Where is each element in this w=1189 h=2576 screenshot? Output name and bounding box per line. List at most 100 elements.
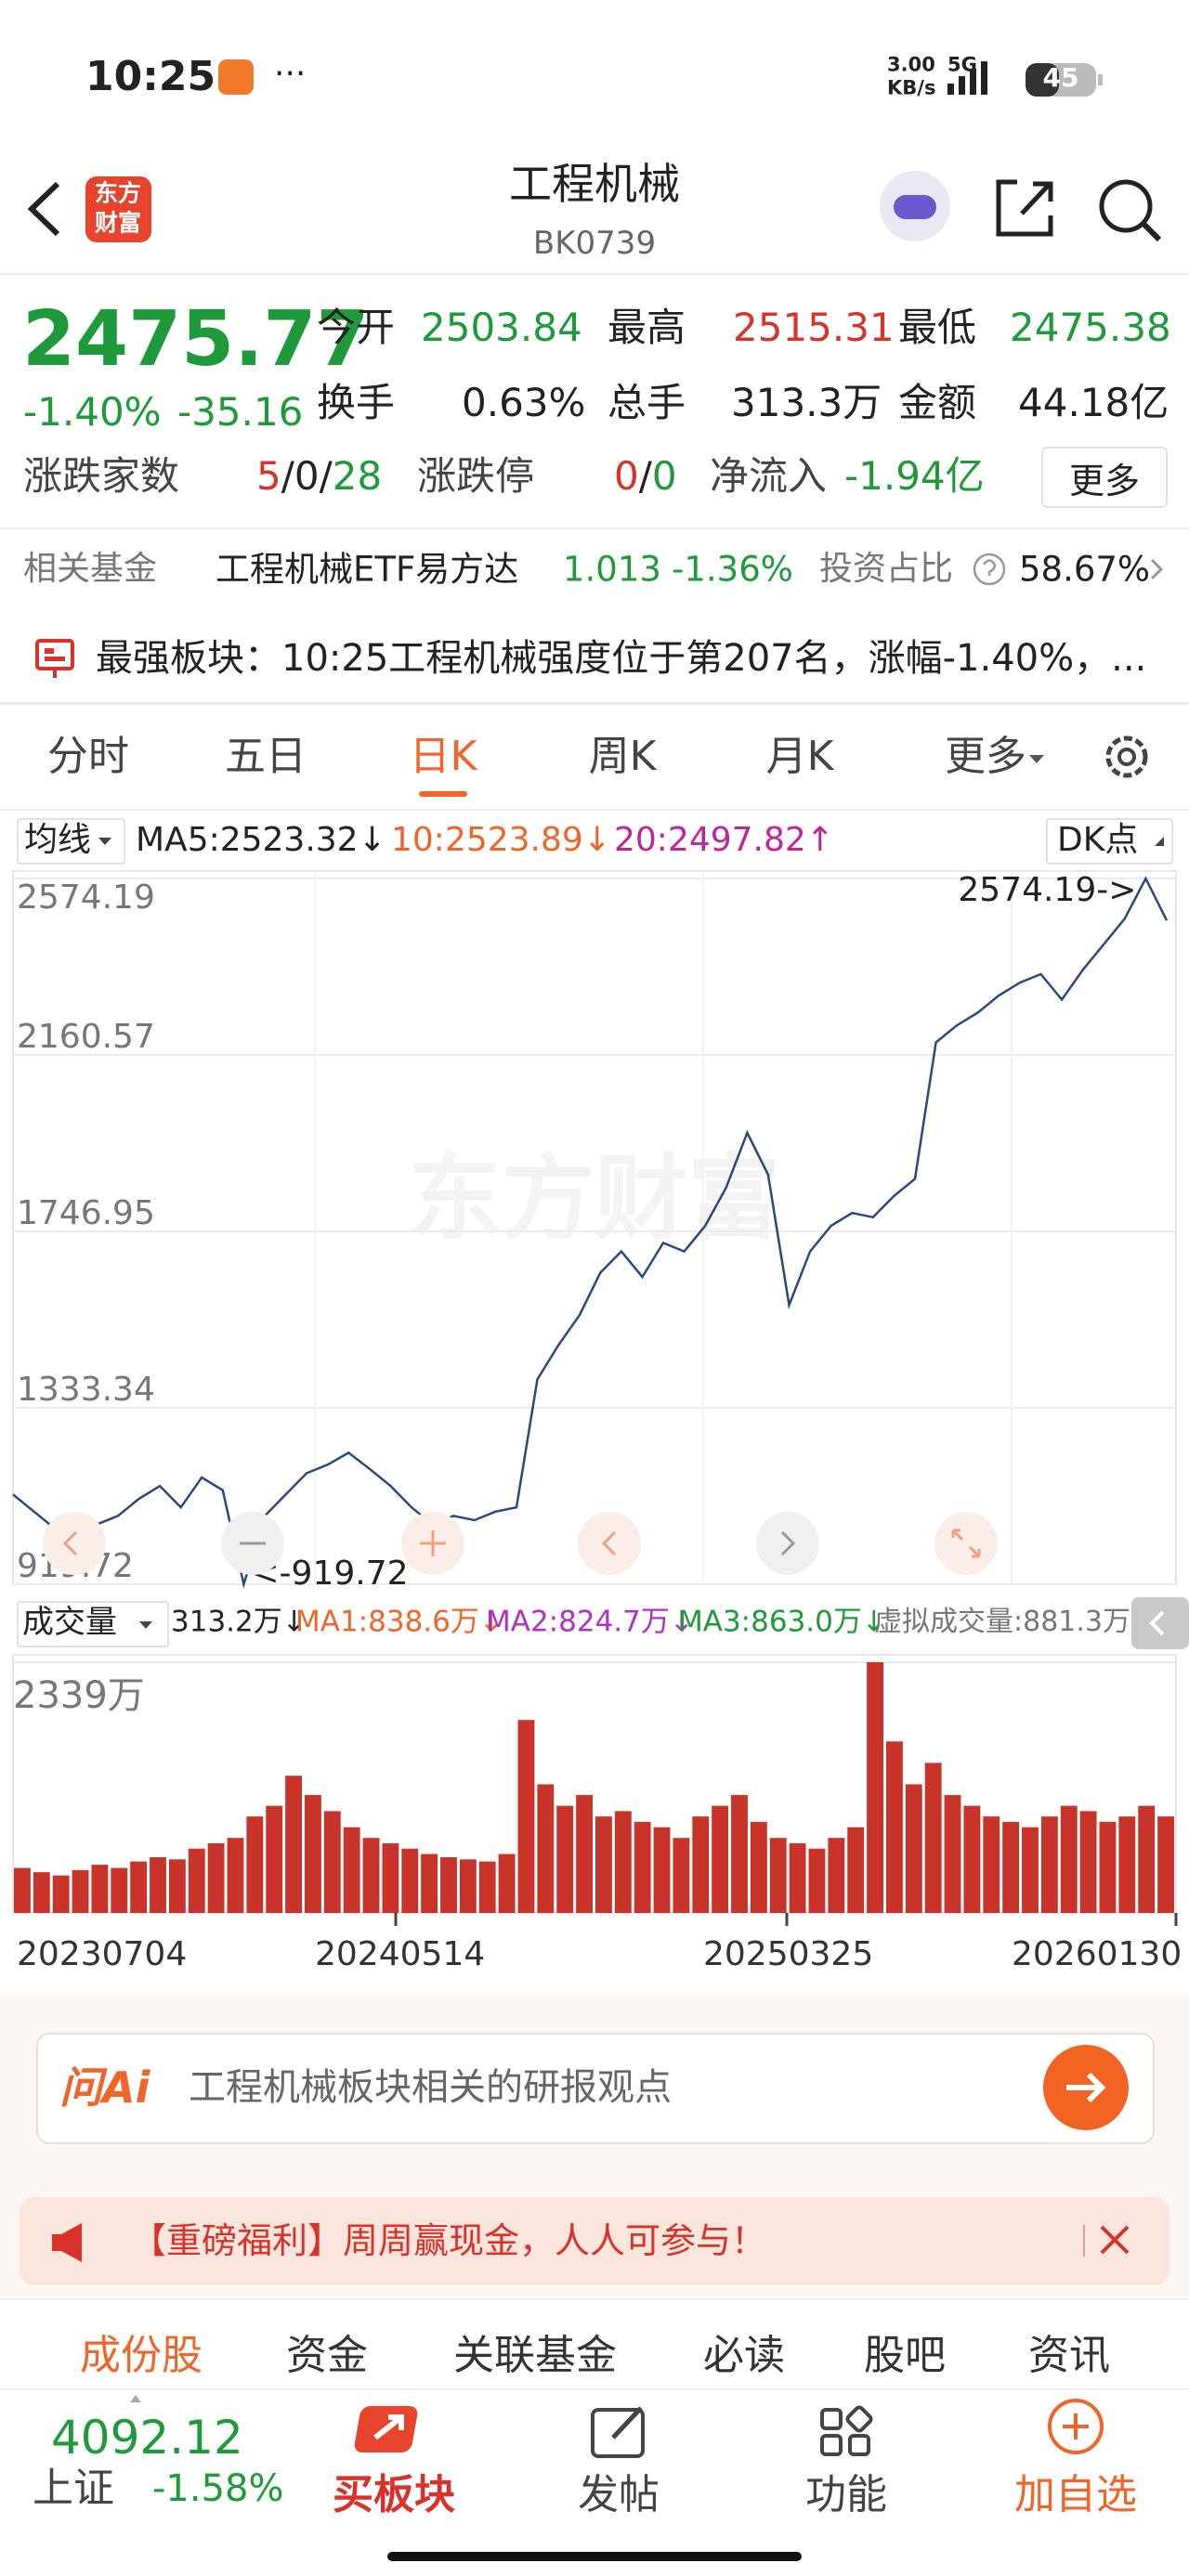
- volume-bar: [421, 1854, 438, 1913]
- period-tab[interactable]: 分时: [47, 733, 129, 780]
- limit-up: 0: [614, 453, 639, 499]
- header-icons: [27, 171, 1162, 242]
- notice[interactable]: 最强板块：10:25工程机械强度位于第207名，涨幅-1.40%，...: [96, 637, 1147, 680]
- vol-ma3: MA3:863.0万↓: [678, 1605, 886, 1639]
- volume-bar: [556, 1805, 574, 1913]
- settings-icon[interactable]: [0, 729, 1189, 785]
- index-pct[interactable]: -1.58%: [152, 2467, 284, 2510]
- y-tick-label: 2574.19: [17, 878, 155, 917]
- up-count: 5: [256, 453, 281, 499]
- function-icon[interactable]: [820, 2405, 873, 2456]
- volume-bar: [111, 1867, 128, 1913]
- change-pct: -1.40%: [23, 389, 162, 435]
- y-tick-label: 2160.57: [17, 1018, 155, 1056]
- more-button[interactable]: 更多: [1041, 447, 1168, 508]
- search-button[interactable]: [1099, 179, 1162, 242]
- volume-bar: [653, 1827, 671, 1913]
- help-icon[interactable]: [0, 551, 1189, 588]
- section-tab[interactable]: 必读: [703, 2332, 785, 2379]
- field-label: 最高: [608, 305, 686, 350]
- ma-selector-box[interactable]: [17, 818, 125, 865]
- logo: [85, 176, 151, 242]
- back-button[interactable]: [27, 181, 60, 237]
- inflow: -1.94亿: [844, 453, 985, 499]
- share-button[interactable]: [996, 179, 1053, 237]
- volume-bar: [168, 1859, 186, 1913]
- volume-chart: 2339万 20230704 20240514 20250325 20260130: [12, 1654, 1182, 1973]
- index-value[interactable]: 4092.12: [51, 2411, 243, 2465]
- ma-selector[interactable]: 均线: [24, 821, 92, 859]
- volume-bar: [789, 1842, 806, 1913]
- ma5: MA5:2523.32↓: [136, 821, 386, 859]
- ai-go[interactable]: [0, 2043, 1189, 2136]
- home-indicator: [387, 2552, 802, 2561]
- volume-bar: [246, 1816, 264, 1913]
- ma20: 20:2497.82↑: [614, 821, 834, 859]
- app-badge: [218, 59, 254, 95]
- dk-button[interactable]: DK点: [1057, 821, 1139, 859]
- scroll-left[interactable]: [578, 1512, 641, 1575]
- dk-box[interactable]: [1046, 818, 1173, 865]
- volume-bar: [91, 1865, 109, 1913]
- field-label: 金额: [898, 380, 977, 425]
- ai-text[interactable]: 工程机械板块相关的研报观点: [189, 2066, 672, 2109]
- volume-bar: [52, 1875, 70, 1913]
- price-line: [12, 876, 1169, 1589]
- field-value: 313.3万: [731, 380, 882, 425]
- post-icon[interactable]: [591, 2406, 645, 2458]
- period-tab[interactable]: 日K: [409, 733, 477, 780]
- field-value: 2475.38: [1010, 305, 1171, 350]
- ai-box[interactable]: [36, 2033, 1155, 2144]
- zoom-in[interactable]: [401, 1512, 464, 1575]
- volume-bar: [808, 1848, 826, 1913]
- chart-controls: [43, 1512, 998, 1575]
- network: 5G: [947, 53, 977, 76]
- fullscreen[interactable]: [934, 1512, 998, 1575]
- section-tab[interactable]: 资金: [286, 2332, 368, 2379]
- volume-bar: [673, 1838, 690, 1913]
- banner[interactable]: [20, 2197, 1169, 2285]
- zoom-out[interactable]: [221, 1512, 284, 1575]
- footer-button[interactable]: 功能: [805, 2471, 887, 2518]
- index-name[interactable]: 上证: [33, 2465, 114, 2512]
- section-tab[interactable]: 股吧: [864, 2332, 946, 2379]
- period-tab[interactable]: 更多: [945, 733, 1026, 780]
- volume-bar: [1138, 1805, 1156, 1913]
- scroll-right[interactable]: [756, 1512, 819, 1575]
- down-count: 28: [332, 453, 383, 499]
- volume-bar: [33, 1872, 50, 1913]
- more-dots: ···: [274, 55, 307, 93]
- period-tab[interactable]: 五日: [225, 733, 307, 780]
- vol-selector-box[interactable]: [17, 1601, 169, 1647]
- vol-selector[interactable]: 成交量: [22, 1604, 117, 1641]
- footer-button[interactable]: 买板块: [333, 2471, 455, 2518]
- y-tick-label: 2339万: [13, 1674, 145, 1717]
- virtual-volume: 虚拟成交量:881.3万: [874, 1606, 1130, 1638]
- volume-bar: [266, 1805, 283, 1913]
- x-tick-label: 20240514: [315, 1935, 485, 1973]
- footer-button[interactable]: 发帖: [578, 2471, 660, 2518]
- section-tab[interactable]: 成份股: [80, 2332, 203, 2379]
- add-icon[interactable]: [1048, 2399, 1104, 2454]
- volume-bar: [207, 1842, 225, 1913]
- banner-close[interactable]: [1100, 2225, 1130, 2255]
- period-tab[interactable]: 月K: [765, 733, 834, 780]
- fund-name[interactable]: 工程机械ETF易方达: [216, 549, 519, 590]
- fund-price: 1.013: [563, 549, 661, 590]
- section-tab[interactable]: 关联基金: [453, 2332, 617, 2379]
- limits: 0/0: [614, 457, 677, 496]
- buy-icon[interactable]: [353, 2406, 419, 2452]
- volume-bar: [72, 1869, 89, 1913]
- field-label: 总手: [608, 380, 686, 425]
- volume-bar: [362, 1838, 380, 1913]
- volume-bar: [498, 1854, 516, 1913]
- scroll-left-fast[interactable]: [43, 1512, 106, 1575]
- index-arrow: [130, 2395, 141, 2402]
- footer-button[interactable]: 加自选: [1014, 2471, 1137, 2518]
- collapse-button[interactable]: [0, 1597, 1189, 1649]
- ratio-label: 投资占比: [819, 550, 954, 588]
- period-tab[interactable]: 周K: [588, 733, 657, 780]
- volume-bar: [401, 1848, 419, 1913]
- section-tab[interactable]: 资讯: [1028, 2332, 1110, 2379]
- breadth: 5/0/28: [256, 457, 382, 496]
